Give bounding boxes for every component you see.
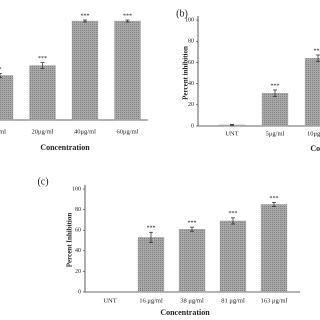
bar (114, 20, 141, 121)
significance-label: * (0, 67, 2, 73)
x-axis-title: Concentration (40, 143, 90, 152)
significance-label: *** (38, 56, 47, 62)
y-tick-label: 100 (185, 17, 194, 23)
x-tick-label: 20μg/ml (32, 128, 54, 135)
y-axis-title: Percent inhibition (182, 46, 190, 100)
y-tick-label: 20 (75, 269, 81, 275)
x-tick-label: 5μg/ml (266, 130, 285, 137)
panel-label: (b) (176, 8, 188, 19)
bar (137, 237, 165, 293)
x-tick-label: 16 μg/ml (139, 297, 163, 304)
y-tick-label: 0 (191, 123, 194, 129)
significance-label: *** (81, 13, 90, 19)
x-tick-label: 81 μg/ml (221, 297, 245, 304)
bar (178, 229, 206, 293)
bar (29, 65, 56, 121)
y-tick-label: 100 (72, 186, 81, 192)
significance-label: *** (271, 83, 280, 89)
x-tick-label: 163 μg/ml (261, 297, 288, 304)
x-tick-label: UNT (225, 130, 238, 137)
x-tick-label: 40μg/ml (74, 128, 96, 135)
y-tick-label: 0 (78, 289, 81, 295)
x-axis-title: Concentration (310, 144, 320, 153)
panel-label: (c) (37, 176, 48, 187)
y-axis-title: Percent Inhibition (66, 213, 74, 268)
y-tick-label: 60 (188, 60, 194, 66)
significance-label: *** (270, 196, 279, 202)
bar (261, 92, 289, 127)
significance-label: *** (229, 211, 238, 217)
y-tick-label: 80 (188, 39, 194, 45)
significance-label: *** (147, 226, 156, 232)
significance-label: *** (123, 13, 132, 19)
significance-label: *** (314, 48, 320, 54)
y-tick-label: 80 (75, 207, 81, 213)
y-tick-label: 40 (75, 248, 81, 254)
significance-label: *** (188, 220, 197, 226)
bar (219, 220, 247, 293)
x-tick-label: UNT (103, 297, 116, 304)
x-tick-label: 10μg/ml (307, 130, 320, 137)
x-tick-label: 60μg/ml (117, 128, 139, 135)
bar (304, 58, 320, 127)
bar (260, 204, 288, 293)
y-tick-label: 60 (75, 228, 81, 234)
y-tick-label: 20 (188, 102, 194, 108)
x-axis-title: Concentration (160, 308, 210, 317)
x-tick-label: g/ml (0, 128, 6, 135)
bar (71, 20, 99, 121)
y-tick-label: 40 (188, 81, 194, 87)
x-tick-label: 38 μg/ml (180, 297, 204, 304)
bar (0, 75, 14, 121)
